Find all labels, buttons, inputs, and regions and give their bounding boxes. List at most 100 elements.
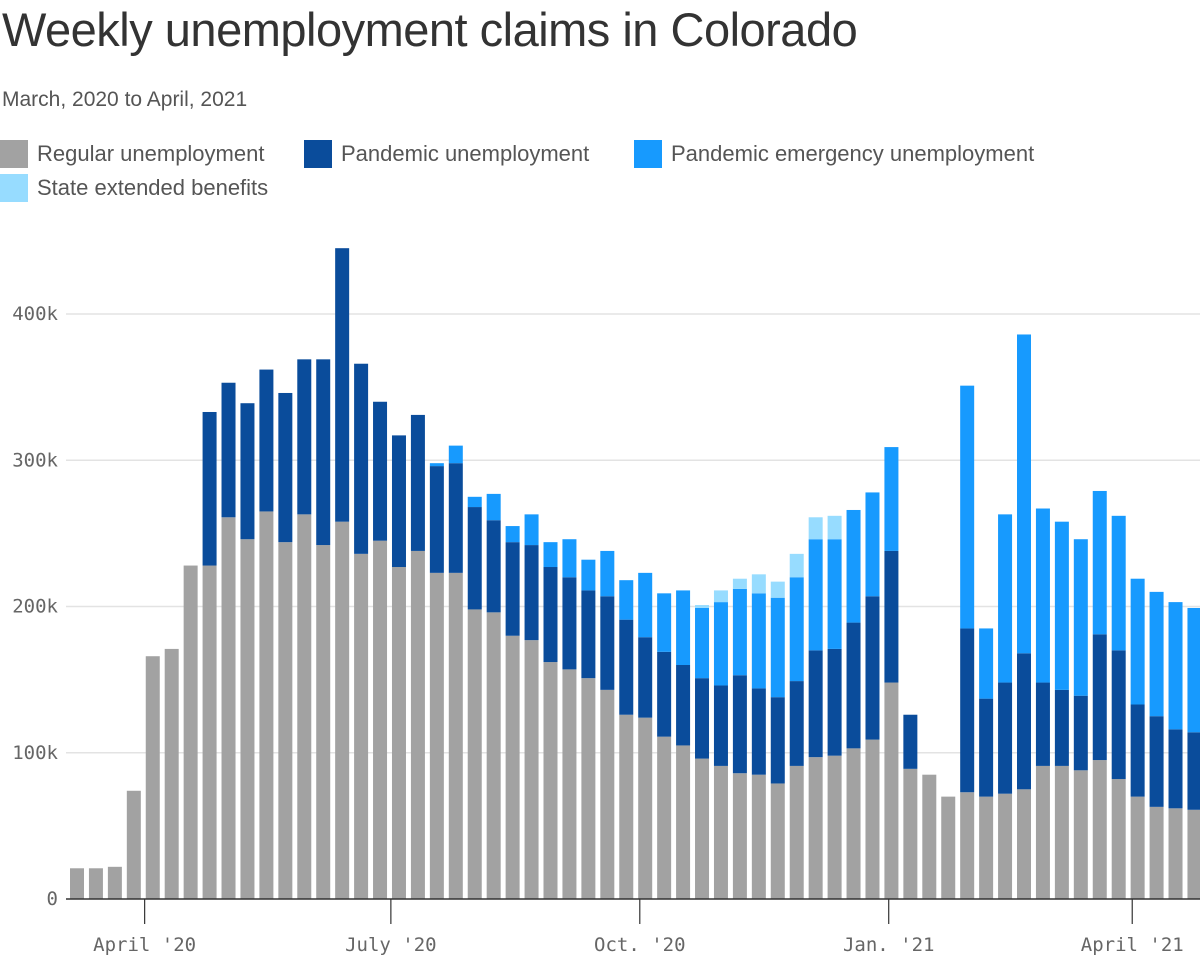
bar-pandemic-emergency-unemployment <box>524 514 539 546</box>
bar-pandemic-unemployment <box>676 665 691 746</box>
bar-pandemic-unemployment <box>827 648 842 756</box>
bar-regular-unemployment <box>998 793 1013 899</box>
bar-regular-unemployment <box>335 521 350 899</box>
bar-pandemic-emergency-unemployment <box>770 597 785 698</box>
bar-pandemic-unemployment <box>1130 704 1145 797</box>
bar-pandemic-unemployment <box>467 507 482 610</box>
bar-pandemic-emergency-unemployment <box>751 593 766 689</box>
bar-pandemic-emergency-unemployment <box>865 492 880 597</box>
bar-pandemic-unemployment <box>524 545 539 641</box>
bar-regular-unemployment <box>429 572 444 899</box>
bar-regular-unemployment <box>657 736 672 899</box>
y-tick-label: 400k <box>12 303 58 325</box>
y-tick-label: 100k <box>12 742 58 764</box>
bar-pandemic-unemployment <box>998 682 1013 794</box>
bar-pandemic-emergency-unemployment <box>713 602 728 686</box>
bar-regular-unemployment <box>562 669 577 899</box>
bars <box>70 248 1200 899</box>
bar-pandemic-unemployment <box>240 403 255 540</box>
bar-pandemic-unemployment <box>259 369 274 512</box>
bar-pandemic-emergency-unemployment <box>960 385 975 629</box>
bar-regular-unemployment <box>789 765 804 899</box>
bar-regular-unemployment <box>126 790 141 899</box>
bar-pandemic-unemployment <box>1111 650 1126 780</box>
legend-swatch-state-extended-benefits <box>0 174 28 202</box>
bar-pandemic-emergency-unemployment <box>1092 490 1107 635</box>
bar-regular-unemployment <box>467 609 482 899</box>
bar-regular-unemployment <box>297 514 312 899</box>
bar-regular-unemployment <box>1149 806 1164 899</box>
legend-label-pandemic-unemployment: Pandemic unemployment <box>341 141 590 166</box>
bar-pandemic-unemployment <box>562 577 577 670</box>
bar-pandemic-unemployment <box>543 567 558 663</box>
bar-pandemic-unemployment <box>505 542 520 636</box>
bar-regular-unemployment <box>827 755 842 899</box>
bar-pandemic-unemployment <box>789 681 804 766</box>
bar-pandemic-emergency-unemployment <box>1187 607 1200 733</box>
bar-regular-unemployment <box>941 796 956 899</box>
chart-title: Weekly unemployment claims in Colorado <box>2 3 858 56</box>
bar-pandemic-unemployment <box>278 392 293 543</box>
legend-label-pandemic-emergency-unemployment: Pandemic emergency unemployment <box>671 141 1035 166</box>
bar-state-extended-benefits <box>695 605 710 608</box>
bar-regular-unemployment <box>695 758 710 899</box>
bar-pandemic-emergency-unemployment <box>789 577 804 682</box>
bar-regular-unemployment <box>354 553 369 899</box>
y-tick-label: 0 <box>47 888 58 910</box>
bar-regular-unemployment <box>316 545 331 899</box>
bar-regular-unemployment <box>278 542 293 899</box>
bar-regular-unemployment <box>713 765 728 899</box>
bar-regular-unemployment <box>732 773 747 899</box>
bar-regular-unemployment <box>770 783 785 899</box>
bar-pandemic-unemployment <box>391 435 406 568</box>
bar-pandemic-unemployment <box>713 685 728 766</box>
bar-pandemic-emergency-unemployment <box>619 580 634 620</box>
bar-pandemic-unemployment <box>410 414 425 551</box>
bar-state-extended-benefits <box>713 590 728 603</box>
x-tick-label: Jan. '21 <box>843 934 935 956</box>
bar-pandemic-unemployment <box>1035 682 1050 766</box>
bar-pandemic-emergency-unemployment <box>808 539 823 651</box>
bar-pandemic-emergency-unemployment <box>846 509 861 623</box>
x-tick-label: July '20 <box>345 934 437 956</box>
axes: 0 100k 200k 300k 400k April '20 July '20 Oct. '… <box>12 303 1200 956</box>
bar-pandemic-emergency-unemployment <box>732 588 747 676</box>
bar-pandemic-unemployment <box>808 650 823 758</box>
bar-regular-unemployment <box>164 648 179 899</box>
bar-regular-unemployment <box>373 540 388 899</box>
legend-swatch-pandemic-unemployment <box>304 140 332 168</box>
bar-regular-unemployment <box>448 572 463 899</box>
bar-pandemic-unemployment <box>751 688 766 775</box>
bar-regular-unemployment <box>391 567 406 899</box>
bar-regular-unemployment <box>107 866 122 899</box>
bar-regular-unemployment <box>751 774 766 899</box>
bar-pandemic-unemployment <box>1017 653 1031 790</box>
bar-pandemic-unemployment <box>1092 634 1107 761</box>
bar-state-extended-benefits <box>808 517 823 540</box>
bar-pandemic-unemployment <box>903 714 918 769</box>
bar-regular-unemployment <box>183 565 198 899</box>
bar-pandemic-unemployment <box>979 698 994 797</box>
bar-pandemic-emergency-unemployment <box>467 496 482 508</box>
bar-pandemic-emergency-unemployment <box>676 590 691 665</box>
bar-pandemic-emergency-unemployment <box>1168 602 1183 730</box>
bar-pandemic-emergency-unemployment <box>827 539 842 649</box>
bar-pandemic-emergency-unemployment <box>884 447 899 551</box>
bar-regular-unemployment <box>524 640 539 899</box>
bar-regular-unemployment <box>505 635 520 899</box>
bar-regular-unemployment <box>70 868 84 899</box>
bar-pandemic-unemployment <box>657 651 672 737</box>
y-tick-label: 200k <box>12 596 58 618</box>
bar-regular-unemployment <box>486 612 501 899</box>
bar-pandemic-emergency-unemployment <box>695 607 710 679</box>
bar-state-extended-benefits <box>770 581 785 598</box>
bar-pandemic-unemployment <box>638 637 653 718</box>
bar-regular-unemployment <box>1111 779 1126 899</box>
bar-pandemic-unemployment <box>960 628 975 793</box>
bar-pandemic-emergency-unemployment <box>1149 591 1164 717</box>
bar-pandemic-unemployment <box>884 550 899 683</box>
bar-pandemic-unemployment <box>695 678 710 759</box>
bar-pandemic-emergency-unemployment <box>998 514 1013 683</box>
bar-regular-unemployment <box>1017 789 1031 899</box>
